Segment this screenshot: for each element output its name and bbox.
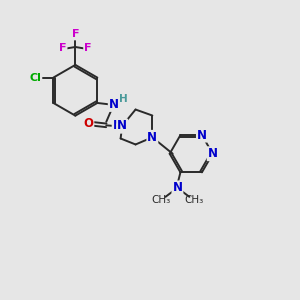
Text: N: N — [112, 119, 123, 133]
Text: N: N — [208, 147, 218, 160]
Text: N: N — [109, 98, 119, 111]
Text: CH₃: CH₃ — [184, 195, 203, 206]
Text: F: F — [72, 29, 79, 39]
Text: CH₃: CH₃ — [152, 195, 171, 206]
Text: H: H — [119, 94, 128, 104]
Text: F: F — [84, 44, 92, 53]
Text: O: O — [83, 117, 93, 130]
Text: N: N — [172, 182, 182, 194]
Text: Cl: Cl — [29, 73, 41, 82]
Text: N: N — [147, 131, 157, 144]
Text: N: N — [197, 129, 207, 142]
Text: N: N — [117, 119, 127, 133]
Text: F: F — [59, 44, 67, 53]
